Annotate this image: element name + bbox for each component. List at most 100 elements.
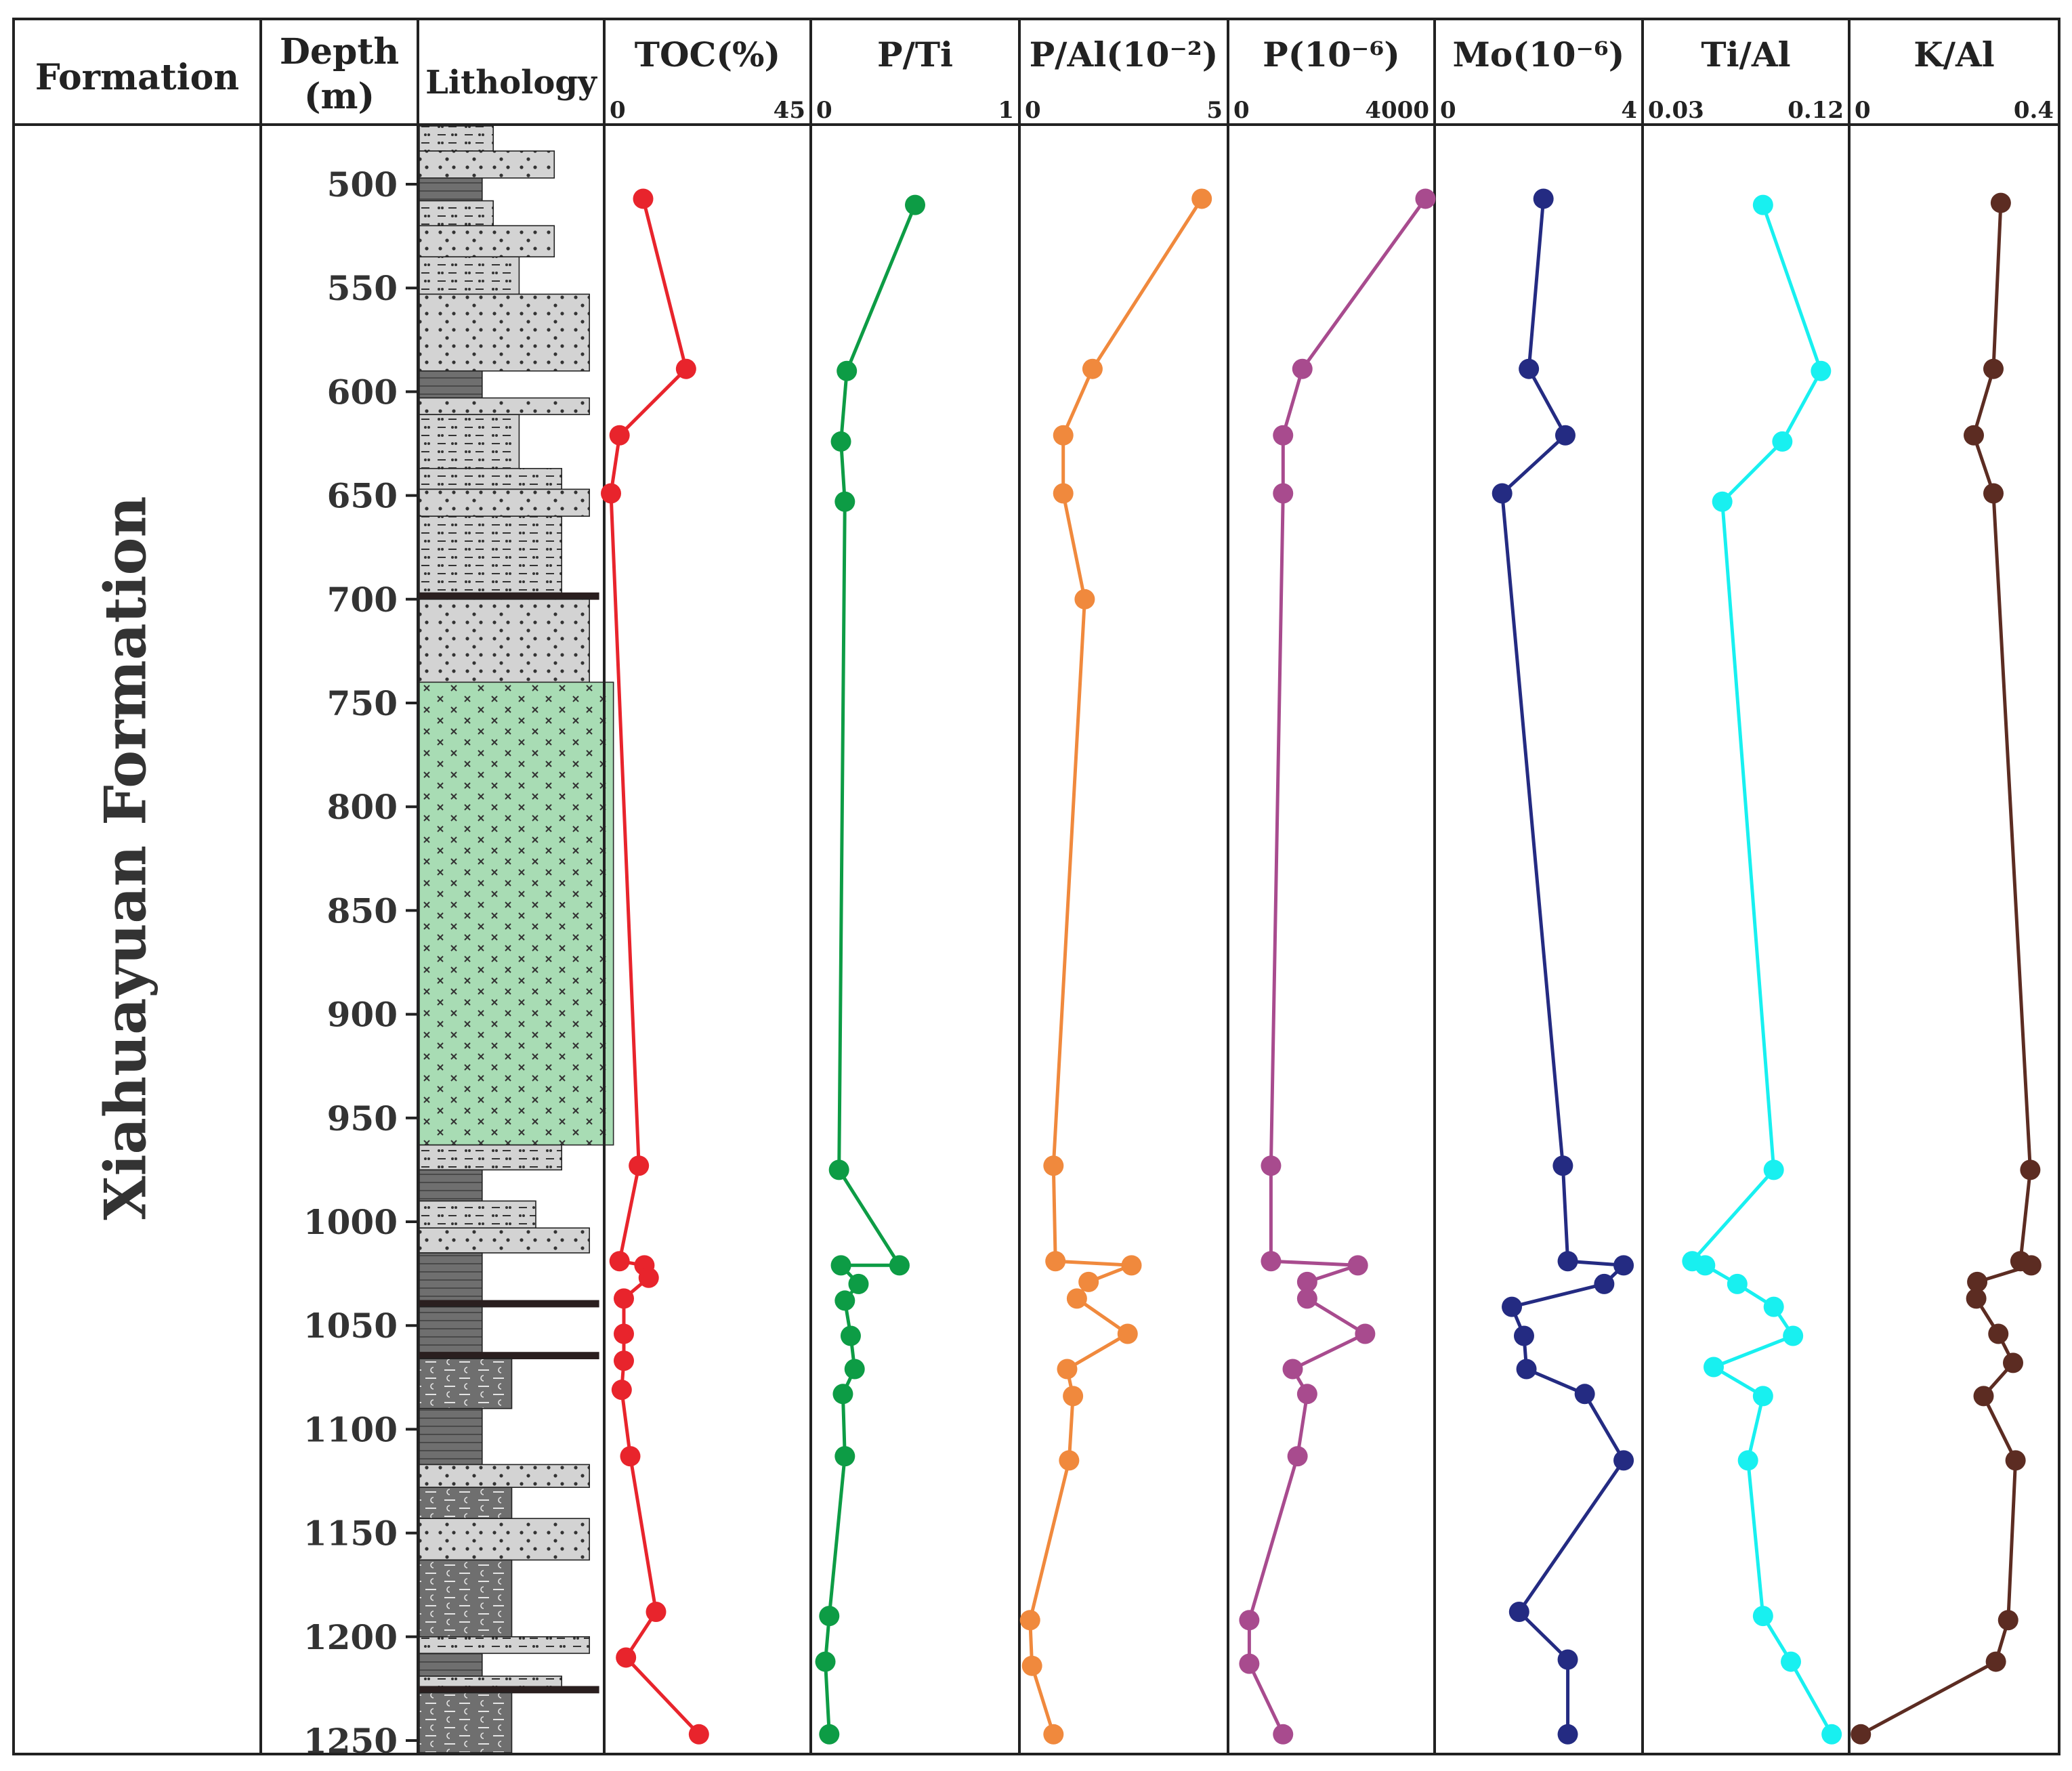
depth-tick-label: 550 [327,268,398,308]
data-point [1021,1655,1042,1676]
x-tick-label-min: 0 [610,97,626,124]
data-point [1737,1450,1758,1471]
depth-tick-label: 700 [327,580,398,620]
data-point [840,1325,861,1346]
lithology-layer-mudstone [419,1306,483,1353]
data-point [1191,188,1212,209]
lithology-layer-fine-sandstone [419,225,555,258]
data-point [1851,1724,1872,1745]
series-plots [601,188,2042,1745]
x-tick-label-min: 0 [1025,97,1041,124]
data-point [1239,1653,1260,1674]
data-point [614,1323,634,1344]
data-point [819,1724,840,1745]
lithology-layer-siltstone [419,1676,563,1688]
data-point [1763,1159,1784,1180]
data-point [1508,1602,1529,1623]
data-point [1019,1610,1040,1631]
data-point [1983,358,2004,379]
data-point [1983,483,2004,504]
data-point [1273,483,1294,504]
series-1 [601,188,709,1745]
depth-tick-label: 1100 [303,1409,398,1449]
data-point [614,1288,634,1309]
lithology-layer-mudstone [419,177,483,202]
depth-tick-label: 500 [327,165,398,205]
data-point [1074,589,1095,610]
x-tick-label-max: 0.12 [1788,97,1844,124]
x-tick-label-max: 5 [1206,97,1223,124]
data-point [1990,192,2011,213]
lithology-layer-coal [419,1352,599,1360]
lithology-layer-fine-sandstone [419,150,555,179]
lithology-layer-siltstone [419,1144,563,1171]
data-point [1082,358,1103,379]
data-point [1261,1155,1282,1176]
data-point [1811,360,1832,381]
series-line [1500,198,1626,1734]
data-point [905,194,925,215]
data-point [1117,1323,1138,1344]
lithology-layer-fine-sandstone [419,397,590,415]
data-point [1347,1255,1368,1276]
series-title: Ti/Al [1701,35,1790,74]
data-point [611,1380,632,1401]
lithology-header: Lithology [425,64,598,102]
data-point [1045,1251,1066,1272]
depth-tick-label: 850 [327,891,398,931]
lithology-layer-fine-sandstone [419,598,590,683]
series-3 [1019,188,1212,1745]
data-point [1613,1255,1634,1276]
data-point [1513,1325,1534,1346]
series-title: K/Al [1914,35,1995,74]
data-point [815,1651,836,1672]
data-point [1043,1155,1064,1176]
data-point [1066,1288,1087,1309]
data-point [1355,1323,1376,1344]
depth-tick-label: 750 [327,683,398,723]
data-point [1296,1384,1317,1405]
lithology-layer-siltstone [419,1200,536,1229]
data-point [1594,1273,1615,1294]
x-tick-label-max: 4000 [1365,97,1429,124]
lithology-column [419,125,614,1753]
data-point [1063,1386,1084,1407]
data-point [1752,1386,1773,1407]
data-point [609,425,630,446]
x-tick-label-max: 4 [1621,97,1637,124]
x-tick-label-max: 45 [774,97,805,124]
data-point [1763,1296,1784,1317]
data-point [1821,1724,1842,1745]
lithology-layer-siltstone [419,200,494,227]
x-tick-label-min: 0 [1233,97,1250,124]
series-title: P(10⁻⁶) [1263,35,1400,74]
series-title: TOC(%) [635,35,780,74]
x-tick-label-max: 1 [998,97,1014,124]
lithology-layer-calc-mudstone [419,1692,513,1753]
data-point [1997,1610,2018,1631]
data-point [1985,1651,2006,1672]
lithology-layer-fine-sandstone [419,1464,590,1488]
data-point [1695,1255,1716,1276]
data-point [688,1724,709,1745]
data-point [1282,1359,1303,1380]
x-tick-label-min: 0 [1440,97,1456,124]
data-point [819,1606,840,1627]
depth-tick-label: 1050 [303,1306,398,1346]
outer-border [12,18,2060,1755]
data-point [834,1290,855,1311]
data-point [1292,358,1313,379]
depth-header: Depth [280,31,399,72]
data-point [1239,1610,1260,1631]
data-point [1727,1273,1748,1294]
data-point [1704,1357,1724,1378]
data-point [646,1602,667,1623]
data-point [828,1159,849,1180]
chart-text: Formation Depth(m) Lithology Xiahuayuan For… [35,31,2054,1761]
depth-tick-label: 650 [327,476,398,516]
data-point [1502,1296,1523,1317]
data-point [616,1647,637,1668]
depth-tick-label: 1200 [303,1617,398,1657]
data-point [2021,1255,2042,1276]
data-point [1574,1384,1595,1405]
